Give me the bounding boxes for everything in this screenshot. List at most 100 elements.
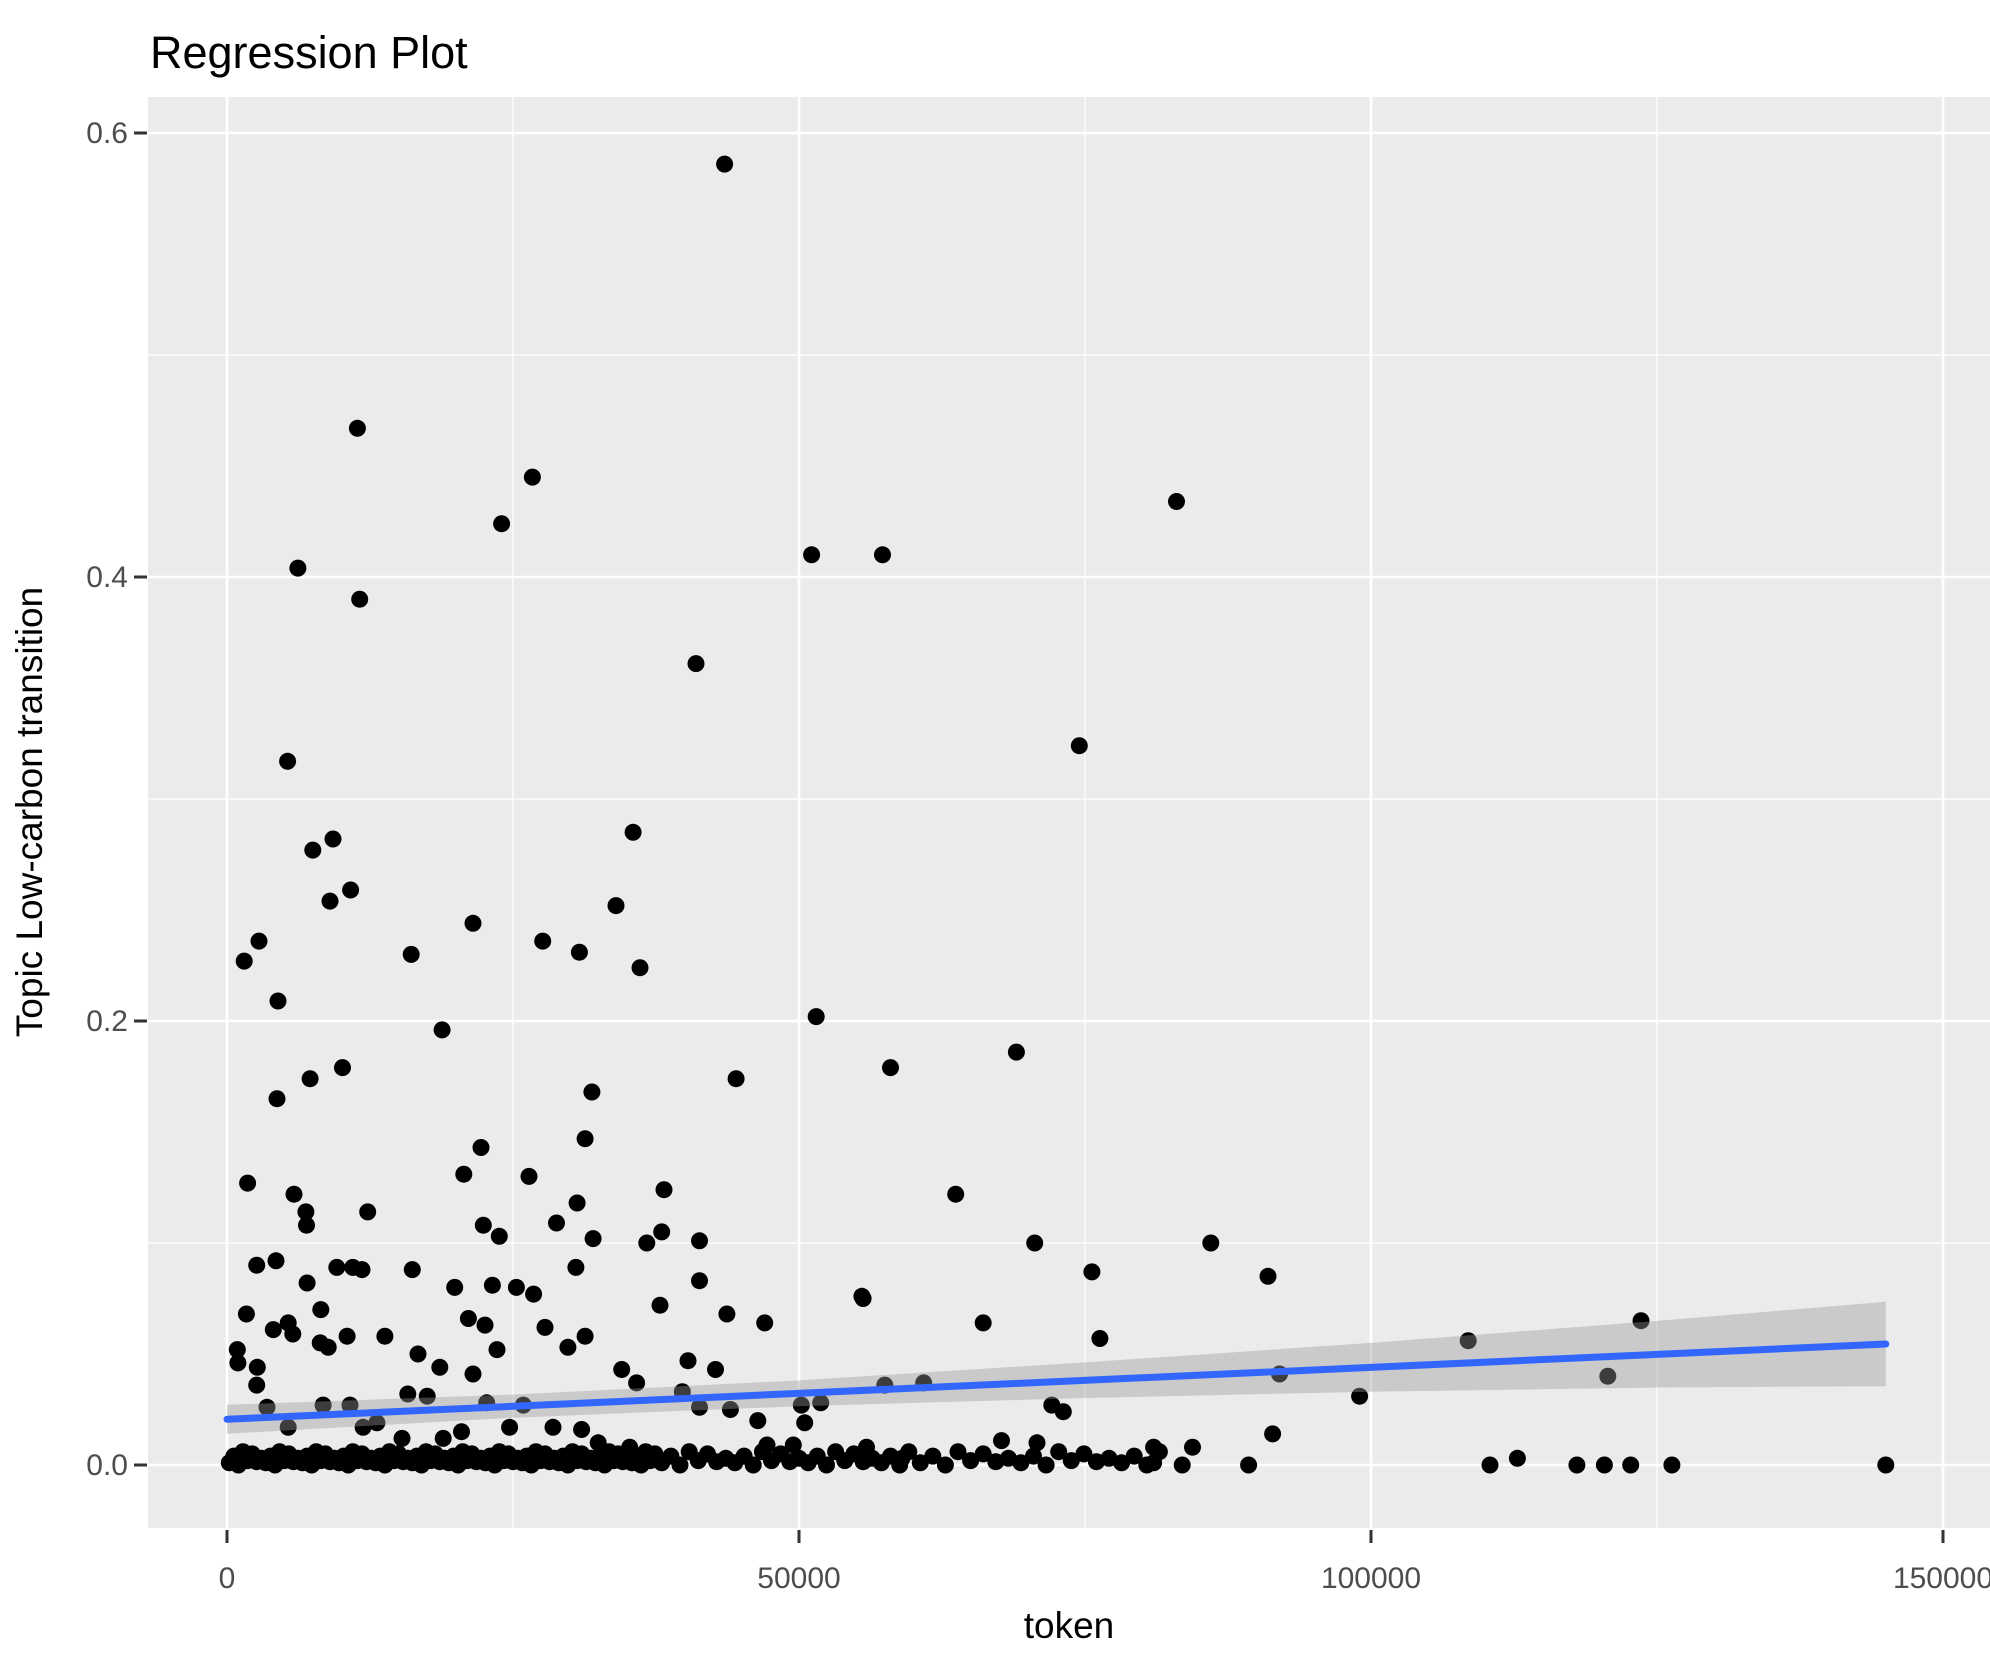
data-point [476,1316,494,1334]
data-point [474,1216,492,1234]
data-point [900,1443,918,1461]
data-point [911,1454,929,1472]
data-point [707,1361,724,1378]
data-point [924,1447,942,1465]
data-point [792,1396,810,1414]
data-point [671,1456,689,1474]
data-point [520,1167,538,1185]
data-point [628,1374,646,1392]
data-point [613,1361,631,1378]
data-point [638,1234,656,1252]
data-point [1508,1449,1526,1467]
data-point [691,1398,708,1416]
data-point [472,1139,490,1156]
x-tick-label: 0 [219,1562,236,1595]
data-point [818,1456,835,1474]
data-point [727,1070,745,1088]
data-point [324,830,342,848]
data-point [434,1429,452,1447]
data-point [607,897,625,915]
data-point [573,1421,591,1438]
data-point [749,1412,767,1430]
data-point [1259,1267,1277,1285]
data-point [807,1008,825,1026]
data-point [298,1274,316,1292]
data-point [507,1278,525,1296]
data-point [455,1165,473,1183]
data-point [1351,1387,1369,1405]
plot-title: Regression Plot [150,27,468,78]
data-point [248,1256,266,1274]
data-point [376,1327,394,1345]
data-point [1007,1043,1025,1061]
data-point [784,1436,802,1454]
data-point [258,1398,276,1416]
data-point [351,590,369,608]
data-point [297,1203,315,1221]
data-point [1075,1445,1093,1463]
data-point [501,1418,519,1436]
data-point [691,1272,708,1290]
data-point [493,515,511,533]
data-point [583,1083,601,1101]
data-point [1026,1234,1044,1252]
y-axis-title: Topic Low-carbon transition [9,587,50,1037]
data-point [250,932,268,950]
data-point [301,1070,319,1088]
y-tick-label: 0.2 [86,1005,128,1038]
data-point [1050,1443,1068,1461]
data-point [803,546,821,564]
x-axis-title: token [1024,1605,1115,1646]
data-point [1062,1452,1080,1470]
data-point [284,1325,302,1343]
data-point [268,1090,286,1108]
data-point [483,1276,501,1294]
minor-gridlines [148,97,1990,1528]
data-point [1622,1456,1640,1474]
data-point [321,892,339,910]
data-point [974,1314,992,1332]
data-point [334,1059,351,1077]
data-point [235,952,253,970]
data-point [285,1185,303,1203]
data-point [534,932,552,950]
plot-panel-background [148,97,1990,1528]
data-point [359,1203,377,1221]
data-point [687,655,705,673]
data-point [679,1352,697,1370]
data-point [525,1285,543,1303]
data-point [947,1185,965,1203]
data-point [353,1261,371,1279]
data-point [269,992,287,1010]
data-point [1568,1456,1586,1474]
data-point [289,559,307,577]
x-tick-label: 50000 [757,1562,840,1595]
data-point [312,1301,330,1319]
data-point [1150,1443,1168,1461]
data-point [1595,1456,1613,1474]
data-point [891,1456,909,1474]
data-point [1264,1425,1282,1443]
data-point [399,1385,417,1403]
data-point [744,1456,762,1474]
y-tick-label: 0.6 [86,117,128,150]
x-axis: 0 50000 100000 150000 [219,1530,1990,1595]
data-point [576,1130,594,1148]
data-point [228,1341,246,1359]
data-point [342,881,360,899]
data-point [548,1214,565,1232]
data-point [1125,1447,1143,1465]
data-point [882,1059,899,1077]
y-tick-label: 0.0 [86,1449,128,1482]
data-point [1663,1456,1681,1474]
data-point [1054,1403,1072,1421]
data-point [1113,1454,1131,1472]
data-point [319,1338,337,1356]
data-point [368,1414,386,1432]
data-point [1138,1456,1156,1474]
data-point [298,1216,315,1234]
data-point [993,1432,1010,1450]
data-point [348,419,366,437]
data-point [314,1396,332,1414]
data-point [393,1429,411,1447]
